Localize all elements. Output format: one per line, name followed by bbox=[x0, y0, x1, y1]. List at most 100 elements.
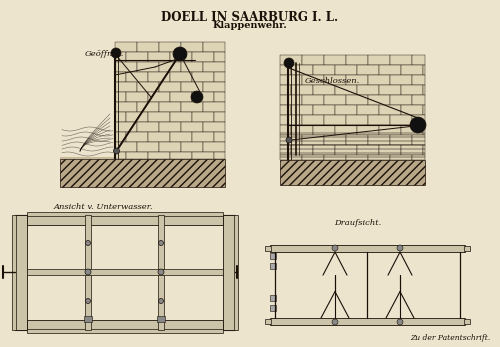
Bar bbox=[346, 95, 368, 105]
Bar bbox=[137, 82, 159, 92]
Bar bbox=[126, 52, 148, 62]
Bar bbox=[313, 125, 335, 135]
Bar bbox=[126, 92, 148, 102]
Circle shape bbox=[286, 137, 292, 143]
Text: Geschlossen.: Geschlossen. bbox=[305, 77, 360, 85]
Bar bbox=[379, 65, 401, 75]
Bar bbox=[115, 72, 126, 82]
Bar bbox=[346, 55, 368, 65]
Bar bbox=[324, 95, 346, 105]
Bar bbox=[157, 316, 165, 322]
Bar bbox=[270, 245, 465, 252]
Bar bbox=[291, 125, 313, 135]
Bar bbox=[302, 115, 324, 125]
Circle shape bbox=[111, 48, 121, 58]
Bar bbox=[270, 305, 276, 311]
Circle shape bbox=[191, 91, 203, 103]
Bar bbox=[159, 82, 181, 92]
Bar bbox=[302, 135, 324, 145]
Bar bbox=[27, 212, 223, 216]
Bar bbox=[357, 145, 379, 155]
Bar bbox=[390, 135, 412, 145]
Bar bbox=[324, 55, 346, 65]
Bar bbox=[115, 102, 137, 112]
Bar bbox=[412, 75, 425, 85]
Bar bbox=[115, 122, 137, 132]
Bar bbox=[159, 122, 181, 132]
Bar bbox=[115, 112, 126, 122]
Bar bbox=[192, 132, 214, 142]
Bar bbox=[181, 122, 203, 132]
Bar bbox=[27, 269, 223, 275]
Bar bbox=[280, 95, 302, 105]
Bar bbox=[203, 82, 225, 92]
Bar bbox=[280, 145, 291, 155]
Bar bbox=[280, 75, 302, 85]
Bar bbox=[27, 329, 223, 333]
Bar bbox=[203, 42, 225, 52]
Bar bbox=[270, 253, 276, 259]
Text: Zu der Patentschrift.: Zu der Patentschrift. bbox=[410, 334, 490, 342]
Bar bbox=[115, 62, 137, 72]
Bar bbox=[423, 105, 425, 115]
Bar bbox=[159, 42, 181, 52]
Bar bbox=[302, 95, 324, 105]
Circle shape bbox=[284, 58, 294, 68]
Bar bbox=[313, 105, 335, 115]
Bar bbox=[192, 92, 214, 102]
Bar bbox=[203, 122, 225, 132]
Bar bbox=[223, 215, 235, 330]
Bar bbox=[412, 115, 425, 125]
Bar bbox=[214, 152, 225, 159]
Bar bbox=[368, 95, 390, 105]
Circle shape bbox=[158, 240, 164, 245]
Bar bbox=[137, 122, 159, 132]
Circle shape bbox=[158, 269, 164, 275]
Bar bbox=[368, 55, 390, 65]
Bar bbox=[265, 319, 271, 324]
Bar bbox=[115, 82, 137, 92]
Bar bbox=[412, 95, 425, 105]
Bar bbox=[15, 215, 235, 330]
Bar bbox=[335, 105, 357, 115]
Bar bbox=[115, 152, 126, 159]
Bar bbox=[390, 55, 412, 65]
Bar bbox=[192, 112, 214, 122]
Bar bbox=[423, 65, 425, 75]
Bar bbox=[181, 82, 203, 92]
Bar bbox=[390, 75, 412, 85]
Bar bbox=[291, 145, 313, 155]
Bar bbox=[148, 52, 170, 62]
Bar bbox=[270, 295, 276, 301]
Bar bbox=[115, 52, 126, 62]
Bar bbox=[280, 160, 425, 185]
Bar bbox=[412, 55, 425, 65]
Bar bbox=[181, 42, 203, 52]
Circle shape bbox=[158, 298, 164, 304]
Bar bbox=[280, 135, 302, 145]
Bar bbox=[181, 142, 203, 152]
Bar bbox=[192, 152, 214, 159]
Bar bbox=[27, 215, 223, 225]
Circle shape bbox=[86, 298, 90, 304]
Bar bbox=[170, 52, 192, 62]
Bar bbox=[137, 142, 159, 152]
Bar bbox=[313, 85, 335, 95]
Circle shape bbox=[173, 47, 187, 61]
Bar bbox=[203, 142, 225, 152]
Bar bbox=[137, 42, 159, 52]
Bar bbox=[60, 159, 225, 187]
Circle shape bbox=[332, 245, 338, 251]
Bar bbox=[158, 215, 164, 330]
Bar bbox=[464, 319, 470, 324]
Bar bbox=[368, 135, 390, 145]
Bar bbox=[280, 115, 302, 125]
Bar bbox=[335, 65, 357, 75]
Bar bbox=[357, 65, 379, 75]
Bar bbox=[115, 92, 126, 102]
Bar bbox=[368, 75, 390, 85]
Bar bbox=[280, 55, 302, 65]
Bar bbox=[464, 246, 470, 251]
Bar bbox=[214, 52, 225, 62]
Bar bbox=[291, 85, 313, 95]
